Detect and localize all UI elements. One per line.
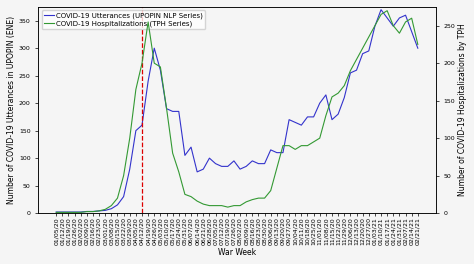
COVID-19 Utterances (UPOPIN NLP Series) (54, 210, 59, 214)
COVID-19 Hospitalizations (TPH Series) (415, 43, 420, 46)
COVID-19 Hospitalizations (TPH Series) (384, 9, 390, 12)
Y-axis label: Number of COVID-19 Utterances in UPOPIN (ENE): Number of COVID-19 Utterances in UPOPIN … (7, 16, 16, 204)
COVID-19 Utterances (UPOPIN NLP Series) (115, 203, 120, 206)
COVID-19 Utterances (UPOPIN NLP Series) (415, 46, 420, 50)
X-axis label: War Week: War Week (218, 248, 256, 257)
COVID-19 Hospitalizations (TPH Series) (176, 170, 182, 173)
COVID-19 Utterances (UPOPIN NLP Series) (157, 69, 163, 72)
COVID-19 Utterances (UPOPIN NLP Series) (170, 110, 175, 113)
COVID-19 Hospitalizations (TPH Series) (170, 152, 175, 155)
Line: COVID-19 Utterances (UPOPIN NLP Series): COVID-19 Utterances (UPOPIN NLP Series) (56, 10, 418, 212)
COVID-19 Utterances (UPOPIN NLP Series) (176, 110, 182, 113)
COVID-19 Hospitalizations (TPH Series) (115, 196, 120, 200)
COVID-19 Utterances (UPOPIN NLP Series) (378, 8, 384, 11)
COVID-19 Hospitalizations (TPH Series) (157, 65, 163, 68)
Legend: COVID-19 Utterances (UPOPIN NLP Series), COVID-19 Hospitalizations (TPH Series): COVID-19 Utterances (UPOPIN NLP Series),… (42, 10, 205, 29)
COVID-19 Hospitalizations (TPH Series) (280, 144, 286, 147)
COVID-19 Hospitalizations (TPH Series) (54, 211, 59, 214)
COVID-19 Hospitalizations (TPH Series) (146, 20, 151, 23)
COVID-19 Utterances (UPOPIN NLP Series) (280, 151, 286, 154)
COVID-19 Utterances (UPOPIN NLP Series) (146, 79, 151, 83)
Line: COVID-19 Hospitalizations (TPH Series): COVID-19 Hospitalizations (TPH Series) (56, 11, 418, 212)
Y-axis label: Number of COVID-19 Hospitalizations by TPH: Number of COVID-19 Hospitalizations by T… (458, 24, 467, 196)
